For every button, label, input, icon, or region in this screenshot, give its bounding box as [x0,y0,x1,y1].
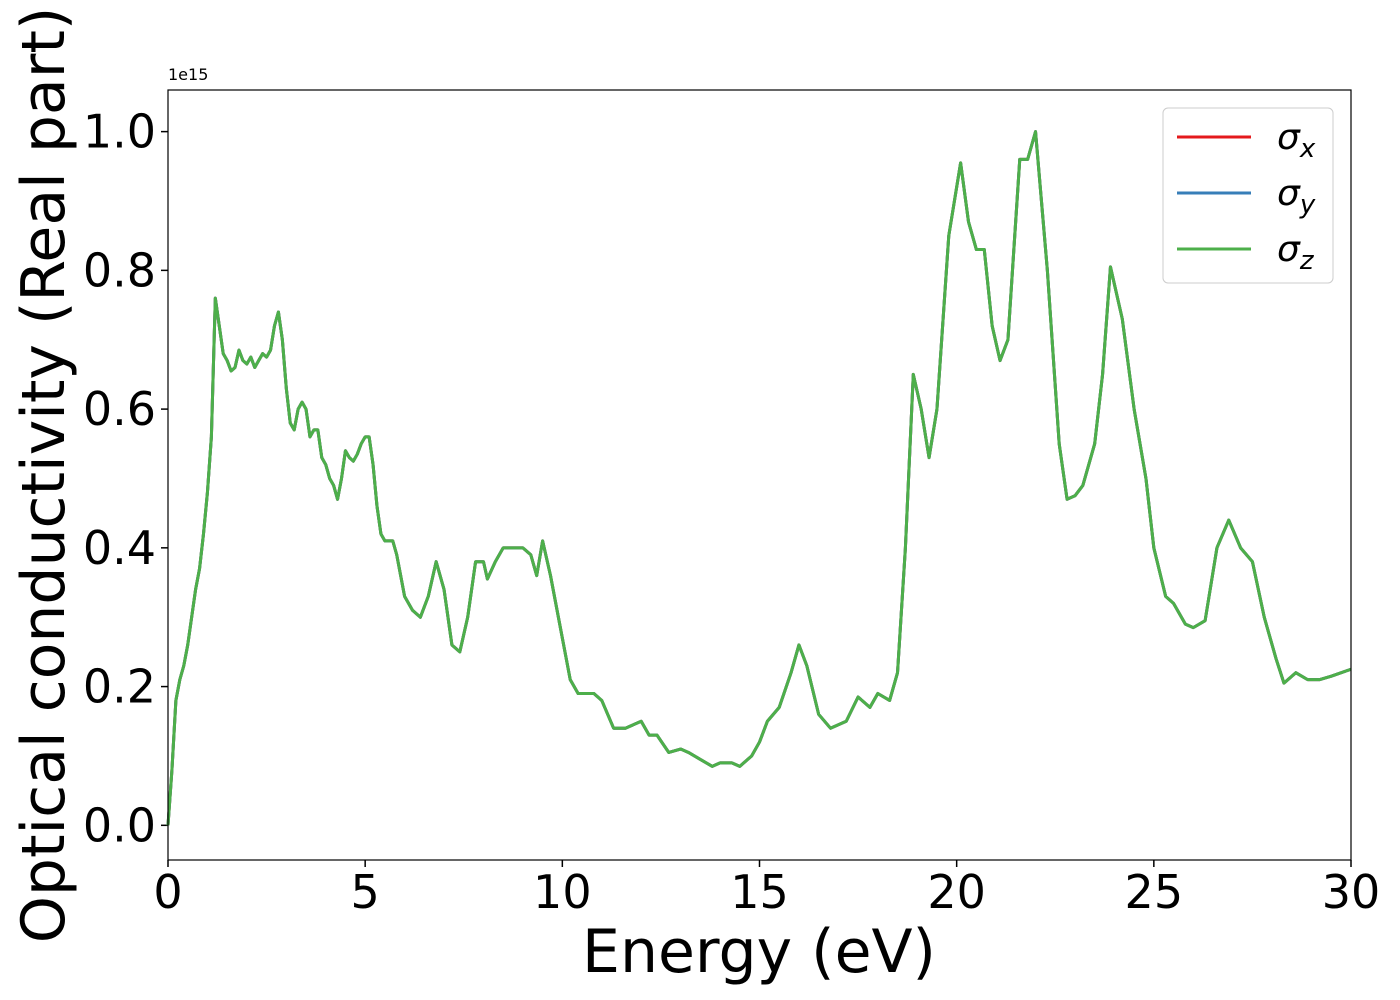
y-tick-label: 0.0 [83,798,156,852]
y-tick-label: 0.2 [83,660,156,714]
legend-box [1162,107,1334,284]
y-tick-label: 0.6 [83,382,156,436]
y-offset-label: 1e15 [168,65,208,84]
x-tick-label: 0 [153,865,182,919]
x-tick-label: 30 [1322,865,1381,919]
y-tick-label: 0.4 [83,521,156,575]
y-tick-label: 1.0 [83,105,156,159]
legend-label: σy [1277,173,1316,220]
x-tick-label: 15 [730,865,789,919]
y-tick-label: 0.8 [83,243,156,297]
x-tick-label: 20 [927,865,986,919]
y-axis-label: Optical conductivity (Real part) [9,7,79,944]
legend-label: σx [1277,117,1316,164]
x-tick-label: 10 [533,865,592,919]
x-tick-label: 5 [351,865,380,919]
x-tick-label: 25 [1125,865,1184,919]
plot-frame [167,89,1352,861]
legend-label: σz [1277,229,1315,276]
series-line [166,130,1352,826]
x-axis-label: Energy (eV) [582,917,936,987]
